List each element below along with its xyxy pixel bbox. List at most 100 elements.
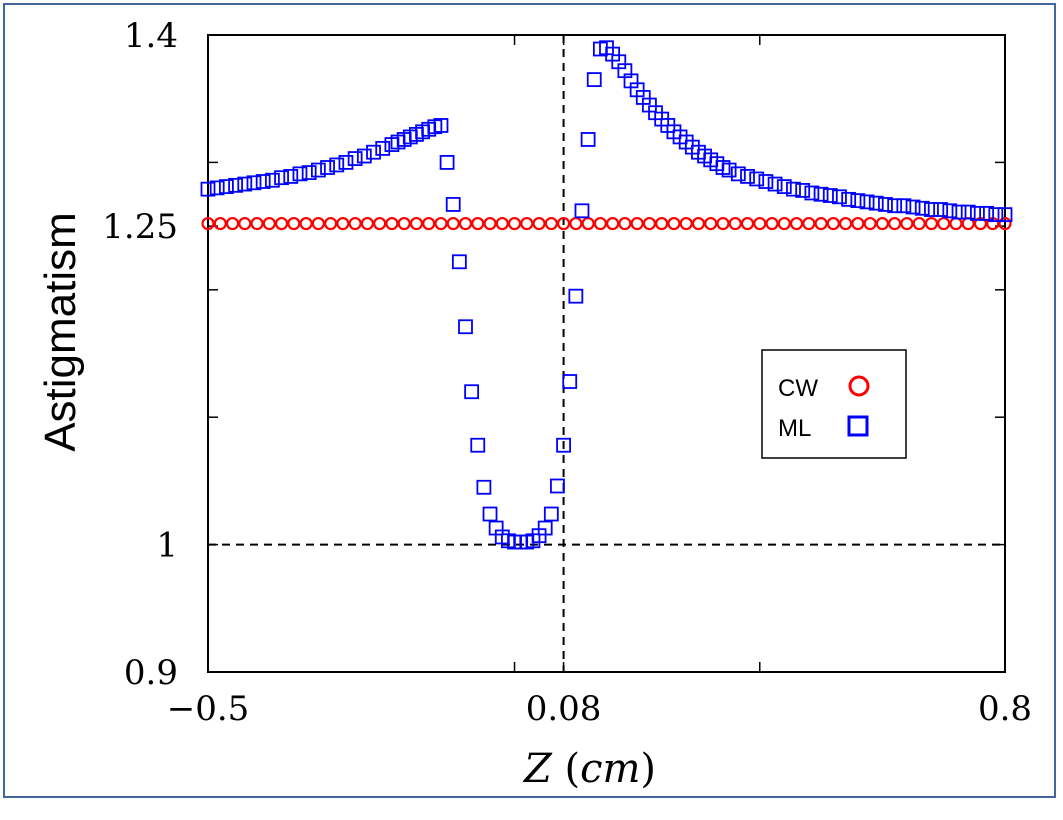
cw-data-point	[777, 216, 791, 231]
ml-data-point	[951, 204, 967, 220]
cw-data-point	[458, 216, 473, 231]
ml-data-point	[767, 176, 783, 192]
cw-data-point	[360, 216, 374, 231]
legend-label-ml: ML	[778, 415, 811, 442]
cw-data-point	[495, 216, 509, 231]
ml-data-point	[338, 154, 354, 170]
ml-data-point	[482, 506, 498, 522]
ml-data-point	[970, 205, 985, 221]
y-tick-label: 1	[156, 526, 178, 566]
ml-data-point	[878, 197, 893, 212]
cw-data-point	[324, 216, 338, 231]
cw-data-point	[311, 216, 325, 231]
cw-data-point	[814, 216, 828, 231]
ml-data-point	[887, 198, 903, 214]
ml-data-point	[433, 118, 449, 133]
ml-data-point	[813, 186, 829, 202]
ml-data-point	[924, 202, 939, 217]
figure-frame	[3, 3, 1056, 798]
ml-data-point	[255, 174, 271, 189]
cw-data-point	[532, 216, 546, 231]
ml-data-point	[804, 185, 820, 201]
cw-data-point	[483, 216, 497, 231]
ml-data-point	[476, 479, 492, 495]
cw-data-point	[299, 216, 313, 231]
ml-data-point	[550, 478, 565, 494]
cw-data-point	[630, 216, 644, 231]
cw-data-point	[201, 216, 215, 231]
y-tick-label: 1.25	[102, 207, 178, 247]
ml-data-point	[574, 203, 590, 219]
cw-data-point	[765, 216, 779, 231]
ml-data-point	[246, 175, 262, 191]
cw-data-point	[434, 216, 448, 231]
ml-data-point	[979, 205, 995, 221]
cw-data-point	[679, 216, 693, 231]
ml-data-point	[586, 72, 602, 87]
cw-data-point	[544, 216, 558, 231]
ml-data-point	[347, 151, 363, 166]
ml-data-point	[200, 181, 216, 197]
x-tick-label: −0.5	[167, 689, 250, 729]
cw-data-point	[238, 216, 252, 231]
ml-data-point	[832, 189, 847, 205]
y-axis-label: Astigmatism	[36, 212, 85, 452]
ml-data-point	[375, 140, 391, 156]
cw-data-point	[826, 216, 840, 231]
ml-data-point	[905, 199, 921, 215]
cw-data-point	[581, 216, 595, 231]
cw-data-point	[740, 216, 755, 231]
ml-data-point	[228, 177, 243, 193]
cw-data-point	[838, 216, 853, 231]
ml-data-point	[439, 154, 455, 170]
cw-data-point	[262, 216, 276, 231]
y-tick-label: 0.9	[124, 653, 178, 693]
ml-data-point	[356, 148, 372, 164]
cw-data-point	[348, 216, 362, 231]
ml-data-point	[859, 194, 875, 210]
cw-data-point	[802, 216, 816, 231]
x-tick-label: 0.8	[978, 689, 1032, 729]
cw-data-point	[937, 216, 951, 231]
ml-data-point	[988, 207, 1004, 223]
cw-data-point	[704, 216, 718, 231]
ml-data-point	[850, 193, 866, 209]
cw-data-point	[716, 216, 730, 231]
cw-data-point	[691, 216, 706, 231]
ml-data-point	[470, 437, 486, 453]
cw-data-point	[667, 216, 681, 231]
cw-data-point	[520, 216, 534, 231]
ml-data-point	[721, 162, 737, 178]
cw-data-point	[789, 216, 804, 231]
ml-data-point	[960, 204, 976, 220]
cw-data-point	[593, 216, 607, 231]
ml-data-point	[740, 169, 755, 184]
ml-data-point	[933, 202, 949, 217]
cw-data-point	[875, 216, 889, 231]
ml-data-point	[237, 176, 253, 192]
x-tick-label: 0.08	[526, 689, 602, 729]
ml-data-point	[942, 203, 958, 219]
ml-data-point	[264, 172, 280, 188]
ml-data-point	[568, 288, 584, 304]
cw-data-point	[888, 216, 902, 231]
cw-data-point	[397, 216, 411, 231]
cw-data-point	[998, 216, 1012, 231]
cw-data-point	[287, 216, 301, 231]
ml-data-point	[458, 319, 473, 335]
legend-box	[761, 349, 907, 459]
cw-data-point	[373, 216, 387, 231]
cw-data-point	[642, 216, 657, 231]
ml-data-point	[841, 191, 857, 207]
cw-data-point	[655, 216, 669, 231]
ml-data-point	[868, 195, 884, 211]
cw-data-point	[250, 216, 264, 231]
ml-data-point	[209, 180, 225, 196]
legend: CW ML	[761, 349, 907, 459]
cw-data-point	[900, 216, 914, 231]
legend-marker-cw	[848, 375, 870, 397]
ml-data-point	[556, 437, 571, 453]
ml-data-point	[543, 506, 559, 522]
ml-data-point	[997, 207, 1013, 223]
cw-data-point	[618, 216, 632, 231]
